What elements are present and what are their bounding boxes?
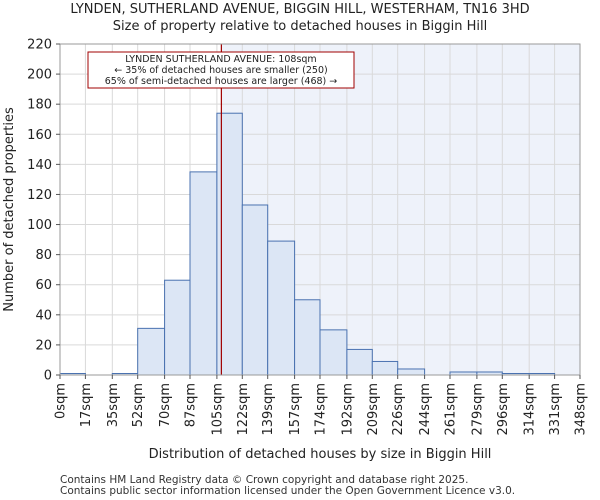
x-axis-label: Distribution of detached houses by size … xyxy=(149,447,492,462)
annotation-line3: 65% of semi-detached houses are larger (… xyxy=(105,76,338,87)
bar xyxy=(267,240,296,376)
y-tick-label: 0 xyxy=(44,369,52,384)
x-tick-label: 35sqm xyxy=(106,383,121,427)
annotation-line1: LYNDEN SUTHERLAND AVENUE: 108sqm xyxy=(125,54,316,65)
x-tick-label: 261sqm xyxy=(444,383,459,436)
y-tick-label: 40 xyxy=(35,308,52,323)
y-tick-labels: 0 20 40 60 80 100 120 140 160 180 200 220 xyxy=(27,38,60,384)
footer-line2: Contains public sector information licen… xyxy=(60,485,516,497)
bar xyxy=(164,279,191,376)
y-tick-label: 220 xyxy=(27,38,52,53)
x-tick-label: 105sqm xyxy=(210,383,225,436)
bar xyxy=(241,204,269,376)
y-tick-label: 200 xyxy=(27,68,52,83)
x-tick-label: 174sqm xyxy=(314,383,329,436)
footer-line1: Contains HM Land Registry data © Crown c… xyxy=(60,474,469,486)
y-tick-label: 20 xyxy=(35,338,52,353)
y-tick-label: 100 xyxy=(27,218,52,233)
y-tick-label: 180 xyxy=(27,98,52,113)
y-tick-label: 160 xyxy=(27,128,52,143)
bar xyxy=(137,327,166,376)
y-tick-label: 80 xyxy=(35,248,52,263)
x-tick-label: 157sqm xyxy=(288,383,303,436)
x-tick-label: 122sqm xyxy=(236,383,251,436)
x-tick-label: 244sqm xyxy=(418,383,433,436)
x-tick-label: 226sqm xyxy=(391,383,406,436)
annotation-box: LYNDEN SUTHERLAND AVENUE: 108sqm ← 35% o… xyxy=(87,51,355,89)
chart-title-line1: LYNDEN, SUTHERLAND AVENUE, BIGGIN HILL, … xyxy=(70,2,530,17)
x-tick-label: 52sqm xyxy=(131,383,146,427)
x-tick-label: 87sqm xyxy=(184,383,199,427)
annotation-line2: ← 35% of detached houses are smaller (25… xyxy=(114,65,327,76)
bar xyxy=(371,360,399,376)
x-tick-label: 296sqm xyxy=(496,383,511,436)
x-tick-label: 0sqm xyxy=(54,383,69,419)
x-tick-label: 331sqm xyxy=(548,383,563,436)
y-tick-label: 60 xyxy=(35,278,52,293)
y-tick-label: 140 xyxy=(27,158,52,173)
annotation-rect xyxy=(87,51,355,89)
x-tick-label: 348sqm xyxy=(574,383,589,436)
y-axis-label: Number of detached properties xyxy=(2,107,17,312)
chart-title-line2: Size of property relative to detached ho… xyxy=(112,19,488,34)
y-tick-label: 120 xyxy=(27,188,52,203)
bar xyxy=(189,171,218,376)
x-tick-label: 209sqm xyxy=(366,383,381,436)
bar xyxy=(294,299,321,376)
bar xyxy=(346,348,373,376)
x-tick-labels: 0sqm 17sqm 35sqm 52sqm 70sqm 87sqm 105sqm 122sq… xyxy=(54,375,589,436)
x-tick-label: 139sqm xyxy=(261,383,276,436)
bar xyxy=(319,329,348,376)
x-tick-label: 192sqm xyxy=(340,383,355,436)
x-tick-label: 17sqm xyxy=(79,383,94,427)
x-tick-label: 70sqm xyxy=(158,383,173,427)
x-tick-label: 279sqm xyxy=(470,383,485,436)
x-tick-label: 314sqm xyxy=(523,383,538,436)
bar xyxy=(216,112,243,376)
bar xyxy=(397,368,426,376)
